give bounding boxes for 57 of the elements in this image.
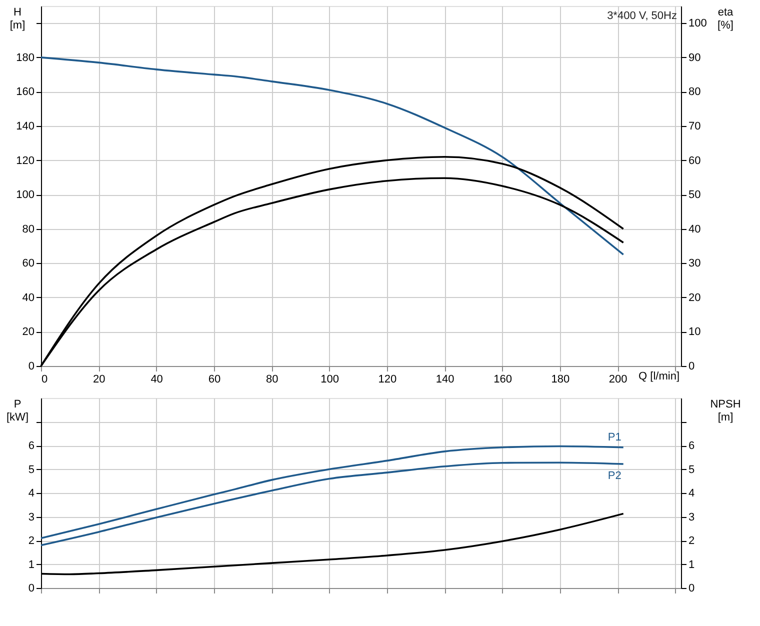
y2-tick-label: 6 xyxy=(688,440,695,452)
y-tick-label: 20 xyxy=(22,326,34,338)
y-tick-label: 40 xyxy=(22,292,34,304)
y2-tick-label: 100 xyxy=(688,18,707,30)
y-tick-label: 4 xyxy=(28,488,34,500)
y2-tick-label: 4 xyxy=(688,488,695,500)
y2-axis-title: NPSH [m] xyxy=(710,398,741,424)
y2-tick-label: 40 xyxy=(688,223,701,236)
x-axis-title: Q [l/min] xyxy=(638,370,680,382)
y-tick-label: 3 xyxy=(28,511,34,524)
y-tick-label: 100 xyxy=(16,189,34,202)
y-axis-title: H [m] xyxy=(10,6,26,32)
y2-tick-label: 0 xyxy=(688,582,695,594)
y2-tick-label: 70 xyxy=(688,120,701,132)
y-tick-label: 80 xyxy=(22,223,34,236)
y-tick-label: 2 xyxy=(28,535,34,547)
line-series xyxy=(40,445,624,540)
x-tick-label: 0 xyxy=(42,374,48,386)
y2-tick-label: 0 xyxy=(688,360,695,372)
y-axis-title: P [kW] xyxy=(6,398,28,424)
y2-tick-label: 80 xyxy=(688,86,701,98)
y2-axis-title: eta [%] xyxy=(718,6,734,32)
y2-tick-label: 5 xyxy=(688,464,695,476)
y2-tick-label: 90 xyxy=(688,52,701,64)
series-label: P2 xyxy=(608,470,622,482)
y-tick-label: 1 xyxy=(28,558,34,571)
y-tick-label: 120 xyxy=(16,154,34,167)
line-series xyxy=(40,462,624,546)
y2-tick-label: 30 xyxy=(688,258,701,270)
x-tick-label: 80 xyxy=(266,374,278,386)
y-tick-label: 0 xyxy=(28,360,34,372)
series-label: P1 xyxy=(608,431,622,444)
y-tick-label: 180 xyxy=(16,52,34,64)
x-tick-label: 160 xyxy=(494,374,512,386)
y-tick-label: 5 xyxy=(28,464,34,476)
x-tick-label: 200 xyxy=(608,374,628,386)
x-tick-label: 120 xyxy=(378,374,397,386)
y2-tick-label: 10 xyxy=(688,326,701,338)
y-tick-label: 0 xyxy=(28,582,34,594)
y2-tick-label: 2 xyxy=(688,535,695,547)
x-tick-label: 180 xyxy=(551,374,570,386)
y2-tick-label: 20 xyxy=(688,292,701,304)
y2-tick-label: 1 xyxy=(688,558,695,571)
x-tick-label: 20 xyxy=(93,374,106,386)
annotation: 3*400 V, 50Hz xyxy=(607,10,677,22)
y2-tick-label: 50 xyxy=(688,189,701,202)
x-tick-label: 40 xyxy=(150,374,163,386)
line-series xyxy=(40,56,624,256)
y2-tick-label: 3 xyxy=(688,511,695,524)
x-tick-label: 100 xyxy=(320,374,339,386)
y2-tick-label: 60 xyxy=(688,154,701,167)
x-tick-label: 60 xyxy=(208,374,221,386)
y-tick-label: 140 xyxy=(16,120,34,132)
x-tick-label: 140 xyxy=(436,374,454,386)
y-tick-label: 160 xyxy=(16,86,34,98)
y-tick-label: 60 xyxy=(22,258,34,270)
y-tick-label: 6 xyxy=(28,440,34,452)
